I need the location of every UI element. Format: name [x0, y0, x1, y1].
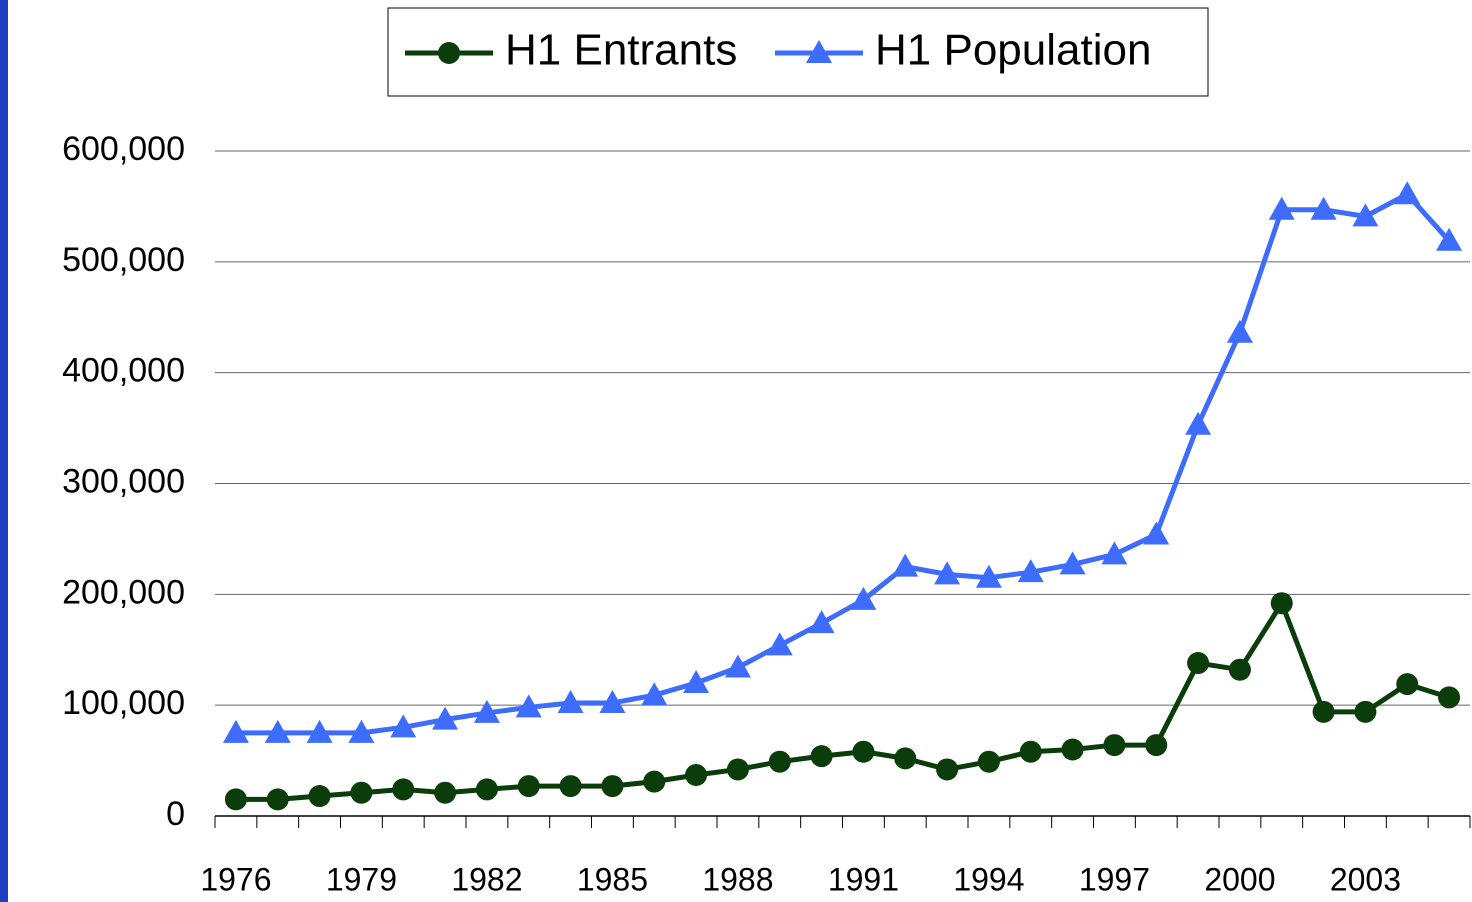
y-tick-label: 600,000 [62, 130, 185, 168]
x-tick-label: 1991 [828, 861, 899, 897]
point [641, 682, 668, 706]
x-tick-label: 1997 [1079, 861, 1150, 897]
point [1101, 541, 1128, 565]
point [350, 781, 373, 804]
left-border [0, 0, 8, 902]
point [1187, 652, 1210, 675]
x-tick-label: 1985 [577, 861, 648, 897]
point [392, 778, 415, 801]
point [1019, 740, 1042, 763]
point [266, 788, 289, 811]
point [1061, 738, 1084, 761]
point [434, 781, 457, 804]
point [1438, 686, 1461, 709]
point [432, 706, 459, 730]
point [1017, 559, 1044, 583]
point [264, 719, 291, 743]
x-tick-label: 1979 [326, 861, 397, 897]
point [934, 561, 961, 585]
point [515, 694, 542, 718]
point [1143, 521, 1170, 545]
point [724, 654, 751, 678]
x-tick-label: 2000 [1204, 861, 1275, 897]
series-line [235, 191, 1451, 736]
point [1145, 734, 1168, 757]
point [559, 775, 582, 798]
point [768, 750, 791, 773]
point [766, 632, 793, 656]
legend-marker [806, 40, 832, 63]
y-tick-label: 0 [166, 795, 185, 833]
point [1059, 551, 1086, 575]
point [1312, 700, 1335, 723]
legend-label: H1 Population [875, 26, 1151, 75]
legend-label: H1 Entrants [505, 26, 737, 75]
point [1270, 592, 1293, 615]
x-tick-label: 1976 [200, 861, 271, 897]
point [475, 778, 498, 801]
point [892, 553, 919, 577]
point [224, 788, 247, 811]
point [936, 758, 959, 781]
point [810, 745, 833, 768]
point [975, 564, 1002, 588]
point [1396, 673, 1419, 696]
x-tick-label: 2003 [1330, 861, 1401, 897]
point [390, 714, 417, 738]
point [557, 689, 584, 713]
legend-marker [438, 42, 460, 64]
point [348, 719, 375, 743]
point [1185, 411, 1212, 435]
point [852, 740, 875, 763]
point [306, 719, 333, 743]
point [977, 750, 1000, 773]
point [643, 770, 666, 793]
point [1310, 196, 1337, 220]
point [1354, 700, 1377, 723]
point [683, 670, 710, 693]
point [1228, 658, 1251, 681]
series-line [235, 600, 1450, 802]
point [1352, 203, 1379, 227]
point [222, 719, 249, 743]
point [894, 747, 917, 770]
x-tick-label: 1994 [953, 861, 1024, 897]
y-tick-label: 500,000 [62, 241, 185, 279]
point [1436, 227, 1463, 251]
point [726, 758, 749, 781]
x-tick-label: 1982 [451, 861, 522, 897]
point [599, 689, 626, 713]
point [1268, 196, 1295, 220]
y-tick-label: 300,000 [62, 462, 185, 500]
point [473, 699, 500, 723]
point [1394, 181, 1421, 205]
point [850, 586, 877, 610]
point [308, 785, 331, 808]
y-tick-label: 200,000 [62, 573, 185, 611]
point [685, 763, 708, 786]
point [1226, 319, 1253, 343]
y-tick-label: 100,000 [62, 684, 185, 722]
x-tick-label: 1988 [702, 861, 773, 897]
y-tick-label: 400,000 [62, 352, 185, 390]
point [808, 610, 835, 634]
point [1103, 734, 1126, 757]
point [601, 775, 624, 798]
point [517, 775, 540, 798]
